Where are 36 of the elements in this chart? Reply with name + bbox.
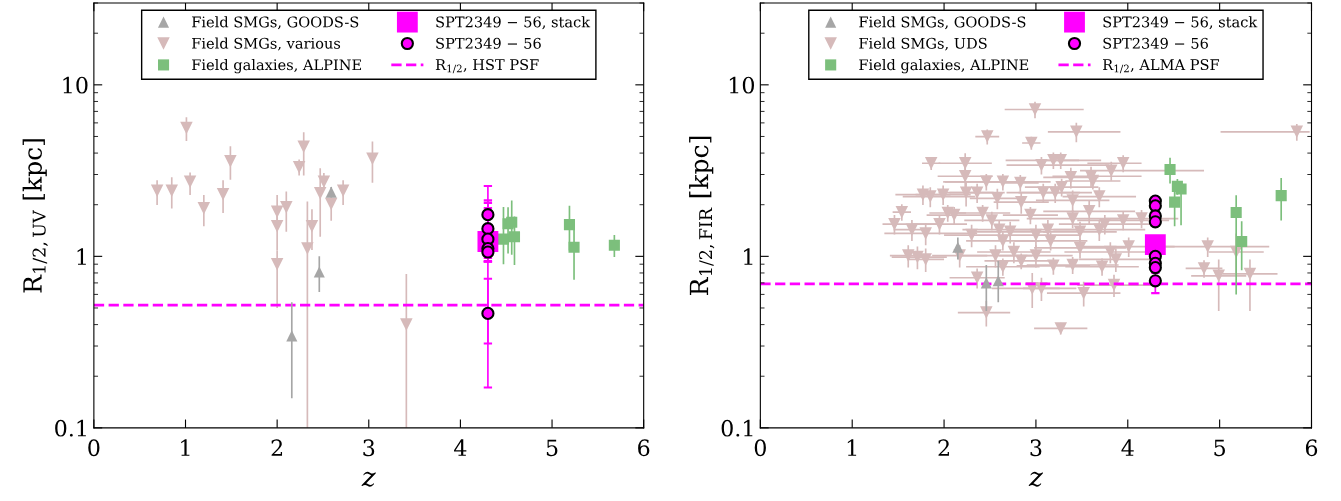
legend-label: Field SMGs, GOODS-S — [859, 16, 1026, 30]
legend-label: Field SMGs, GOODS-S — [192, 16, 359, 30]
legend-label: Field SMGs, various — [192, 37, 341, 51]
x-tick-label: 3 — [1030, 439, 1042, 457]
x-tick-label: 1 — [847, 439, 857, 456]
x-tick-label: 2 — [271, 439, 283, 456]
legend-label: Field SMGs, UDS — [859, 37, 987, 51]
legend-label: Field galaxies, ALPINE — [192, 58, 361, 74]
x-axis-title: z — [361, 471, 376, 487]
y-tick-label: 10 — [729, 76, 755, 94]
x-tick-label: 0 — [754, 439, 766, 457]
x-tick-label: 0 — [88, 439, 100, 457]
y-axis-title: R$_{1/2,UV}$ [kpc] — [22, 139, 48, 293]
y-tick-label: 0.1 — [721, 419, 753, 437]
legend-label: SPT2349 − 56, stack — [436, 16, 591, 30]
x-axis-title: z — [1028, 471, 1043, 487]
x-tick-label: 4 — [454, 439, 467, 456]
x-tick-label: 4 — [1121, 439, 1134, 456]
x-tick-label: 2 — [938, 439, 949, 456]
x-tick-label: 5 — [1214, 439, 1225, 457]
y-tick-label: 1 — [744, 248, 753, 265]
legend-label: R$_{1/2}$, HST PSF — [435, 59, 539, 74]
y-axis-title: R$_{1/2,FIR}$ [kpc] — [689, 136, 715, 295]
y-tick-label: 10 — [63, 76, 88, 94]
y-tick-label: 0.1 — [55, 419, 86, 437]
legend-label: SPT2349 − 56, stack — [1103, 16, 1258, 30]
x-tick-label: 1 — [181, 439, 190, 456]
legend-label: SPT2349 − 56 — [1103, 37, 1208, 49]
x-tick-label: 5 — [546, 439, 558, 457]
legend-label: R$_{1/2}$, ALMA PSF — [1103, 59, 1220, 74]
y-tick-label: 1 — [77, 248, 86, 265]
legend-label: SPT2349 − 56 — [436, 37, 541, 49]
x-tick-label: 6 — [1305, 439, 1318, 457]
legend-label: Field galaxies, ALPINE — [859, 58, 1029, 74]
x-tick-label: 6 — [638, 439, 650, 457]
x-tick-label: 3 — [363, 439, 375, 457]
